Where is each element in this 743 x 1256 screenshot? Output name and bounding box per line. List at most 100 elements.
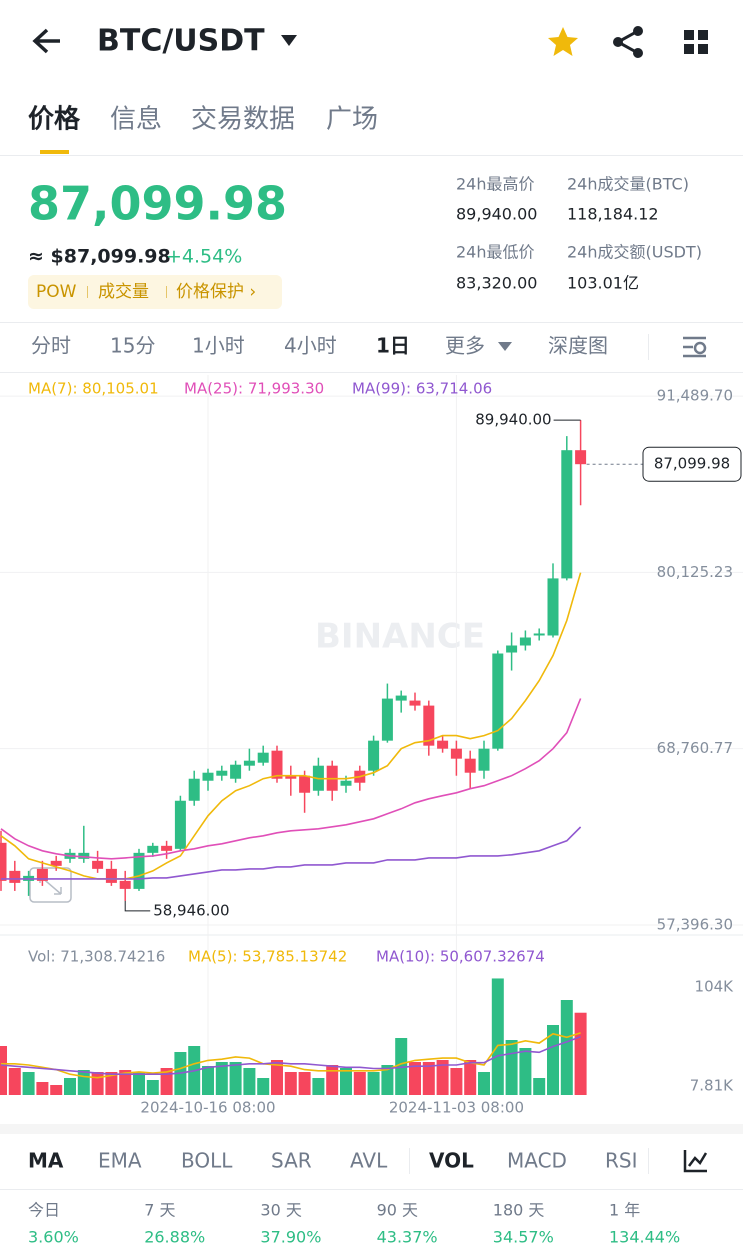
x-tick-label: 2024-11-03 08:00 (389, 1099, 524, 1117)
candle-body (492, 653, 504, 749)
return-label: 180 天 (493, 1201, 545, 1220)
candle-body (147, 845, 159, 853)
candle-body (9, 870, 21, 883)
chart-icon[interactable] (683, 1150, 708, 1173)
tab[interactable]: 广场 (326, 105, 378, 135)
volume-bar (574, 1012, 587, 1095)
tag[interactable]: POW (36, 282, 77, 302)
candle-body (547, 578, 559, 636)
volume-bar (533, 1078, 546, 1095)
stat-value: 103.01亿 (567, 274, 639, 293)
return-label: 今日 (28, 1201, 60, 1220)
candle-body (368, 740, 380, 771)
interval[interactable]: 更多 (445, 334, 485, 358)
volume-bar (491, 978, 504, 1095)
volume-bar (450, 1068, 463, 1095)
ma-line (1, 1032, 581, 1079)
candle-body (119, 880, 131, 889)
annotation-line (124, 900, 151, 912)
grid-icon[interactable] (684, 30, 708, 54)
indicator-tab[interactable]: SAR (271, 1149, 312, 1173)
tab-indicator (40, 150, 69, 154)
back-icon[interactable] (32, 28, 60, 54)
candle-body (230, 764, 242, 779)
y-tick-label: 80,125.23 (657, 563, 733, 581)
tab[interactable]: 交易数据 (191, 105, 295, 135)
stat-value: 83,320.00 (456, 274, 537, 293)
volume-bar (340, 1068, 352, 1095)
low-label: 58,946.00 (153, 901, 229, 919)
volume-bar (215, 1062, 228, 1095)
x-tick-label: 2024-10-16 08:00 (140, 1099, 275, 1117)
candle-body (36, 868, 48, 881)
indicator-tab[interactable]: AVL (350, 1149, 388, 1173)
volume-bar (229, 1062, 242, 1095)
candle-body (105, 868, 117, 883)
volume-bar (298, 1072, 311, 1095)
candle-body (478, 748, 490, 771)
return-value: 43.37% (377, 1228, 438, 1247)
tab[interactable]: 价格 (28, 104, 81, 135)
share-icon[interactable] (613, 26, 643, 58)
indicator-tab[interactable]: EMA (98, 1149, 142, 1173)
volume-label: Vol: 71,308.74216 (28, 948, 165, 966)
more-icon[interactable] (498, 342, 512, 351)
volume-bar (547, 1024, 559, 1095)
indicator-tab[interactable]: MACD (507, 1149, 567, 1173)
volume-bar (381, 1065, 394, 1095)
high-label: 89,940.00 (475, 411, 551, 429)
indicator-tab[interactable]: BOLL (181, 1149, 233, 1173)
stat-label: 24h最低价 (456, 243, 535, 262)
stat-label: 24h最高价 (456, 175, 535, 194)
interval[interactable]: 1小时 (192, 334, 245, 358)
interval[interactable]: 15分 (110, 334, 155, 358)
candle-body (133, 852, 145, 889)
volume-bar (77, 1069, 90, 1095)
volume-bar (353, 1072, 366, 1095)
indicator-tab[interactable]: MA (28, 1149, 64, 1173)
return-value: 3.60% (28, 1228, 79, 1247)
return-value: 37.90% (260, 1228, 321, 1247)
settings-icon[interactable] (683, 336, 707, 358)
interval[interactable]: 4小时 (284, 334, 337, 358)
expand-icon[interactable] (29, 867, 72, 903)
candle-body (464, 758, 476, 773)
divider (0, 155, 743, 156)
volume-bar (64, 1078, 76, 1095)
divider (0, 1189, 743, 1190)
dropdown-icon[interactable] (281, 35, 297, 46)
indicator-tab[interactable]: RSI (605, 1149, 638, 1173)
stat-value: 118,184.12 (567, 205, 659, 224)
candle-body (50, 860, 62, 866)
watermark: BINANCE (315, 617, 485, 657)
tab[interactable]: 信息 (110, 105, 162, 135)
y-tick-label: 104K (695, 978, 735, 996)
interval[interactable]: 分时 (31, 334, 71, 358)
volume-bar (519, 1048, 532, 1095)
pair-title[interactable]: BTC/USDT (97, 24, 265, 59)
return-label: 30 天 (260, 1201, 301, 1220)
indicator-tab[interactable]: VOL (429, 1149, 474, 1173)
volume-bar (409, 1062, 421, 1095)
tag[interactable]: 成交量 (98, 282, 149, 302)
divider (648, 1148, 649, 1174)
candle-body (381, 698, 393, 741)
tag[interactable]: 价格保护 › (176, 282, 256, 302)
volume-bar (478, 1072, 490, 1095)
y-tick-label: 68,760.77 (657, 739, 733, 757)
interval[interactable]: 1日 (376, 334, 410, 358)
legend-entry: MA(5): 53,785.13742 (188, 948, 347, 966)
volume-bar (505, 1039, 518, 1095)
return-label: 7 天 (144, 1201, 175, 1220)
volume-bar (119, 1069, 132, 1095)
candle-body (437, 740, 449, 749)
volume-bar (0, 1045, 7, 1095)
star-icon[interactable] (548, 27, 578, 56)
interval[interactable]: 深度图 (548, 334, 608, 358)
candle-body (174, 800, 186, 849)
price-change: +4.54% (166, 246, 242, 268)
usd-price: ≈ $87,099.98 (28, 246, 171, 268)
ma-line (1, 826, 582, 880)
volume-bar (8, 1068, 21, 1095)
